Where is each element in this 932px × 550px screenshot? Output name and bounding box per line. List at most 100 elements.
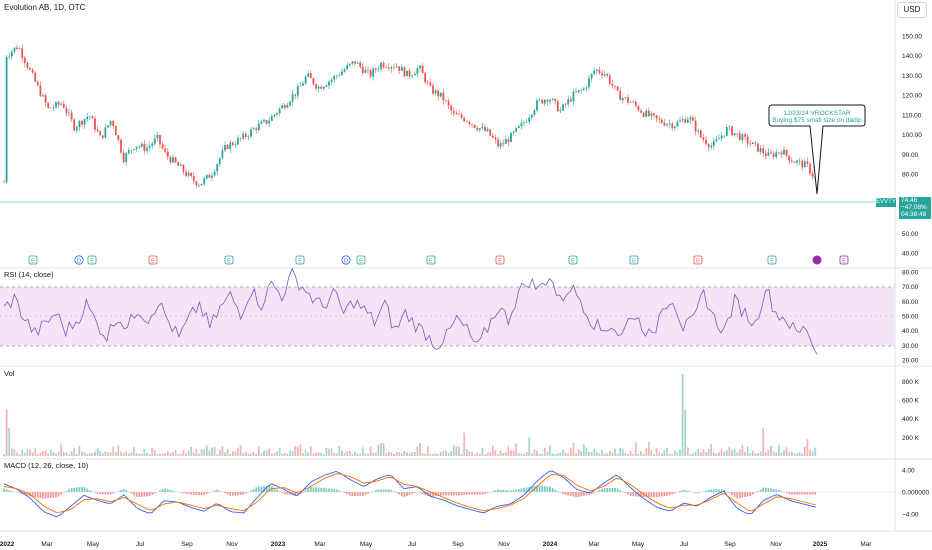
annotation-callout[interactable]: 12/23/24 VROCKSTAR Buying $75 small size… <box>768 104 866 195</box>
macd-histogram-bar <box>226 492 229 495</box>
macd-histogram-bar <box>413 492 416 493</box>
volume-bar <box>213 446 216 456</box>
rsi-tick-label: 60.00 <box>902 299 919 306</box>
candle-body <box>393 66 395 68</box>
candle-body <box>775 152 778 157</box>
volume-bar <box>757 453 759 456</box>
volume-bar <box>273 453 276 456</box>
candle-body <box>538 99 541 101</box>
volume-bar <box>403 450 406 456</box>
candle-body <box>489 129 492 136</box>
macd-histogram-bar <box>278 491 281 492</box>
macd-histogram-bar <box>315 487 317 492</box>
candle-body <box>681 119 684 121</box>
volume-bar <box>351 453 354 456</box>
candle-body <box>153 138 156 144</box>
volume-bar <box>140 453 143 456</box>
volume-bar <box>364 453 367 456</box>
macd-histogram-bar <box>608 488 611 492</box>
macd-histogram-bar <box>52 492 55 498</box>
candle-body <box>159 134 161 145</box>
macd-histogram-bar <box>458 492 460 496</box>
macd-histogram-bar <box>653 492 655 498</box>
candle-body <box>307 73 310 77</box>
macd-histogram-bar <box>476 492 479 495</box>
volume-bar <box>653 454 655 456</box>
volume-bar <box>809 449 811 456</box>
macd-histogram-bar <box>218 490 221 492</box>
volume-bar <box>751 450 754 456</box>
candle-body <box>671 123 674 129</box>
candle-body <box>486 129 489 132</box>
rsi-tick-label: 80.00 <box>902 270 919 277</box>
candle-body <box>803 161 806 168</box>
volume-bar <box>10 448 13 456</box>
volume-bar <box>91 452 94 456</box>
macd-histogram-bar <box>16 492 18 493</box>
currency-selector[interactable]: USD <box>897 2 927 18</box>
volume-bar <box>174 449 177 456</box>
macd-histogram-bar <box>710 489 713 492</box>
candle-body <box>179 164 182 166</box>
macd-histogram-bar <box>559 492 562 493</box>
macd-histogram-bar <box>179 492 182 493</box>
volume-bar <box>195 449 198 456</box>
volume-bar <box>101 453 104 456</box>
macd-histogram-bar <box>530 486 533 492</box>
macd-histogram-bar <box>382 489 385 492</box>
x-tick-label: Jul <box>408 541 417 548</box>
candle-body <box>811 173 814 177</box>
volume-bar <box>226 449 229 456</box>
macd-histogram-bar <box>377 489 380 492</box>
volume-bar <box>307 452 310 456</box>
volume-bar <box>151 447 154 456</box>
candle-body <box>460 114 463 118</box>
volume-bar <box>13 449 16 456</box>
macd-histogram-bar <box>562 492 564 495</box>
candle-body <box>198 185 200 186</box>
x-tick-label: May <box>360 541 373 548</box>
macd-histogram-bar <box>390 489 393 492</box>
macd-histogram-bar <box>138 492 141 498</box>
macd-histogram-bar <box>486 492 489 494</box>
macd-histogram-bar <box>57 492 60 497</box>
macd-histogram-bar <box>460 492 463 496</box>
candle-body <box>595 69 598 71</box>
volume-bar <box>156 454 159 456</box>
candle-body <box>83 119 86 125</box>
candle-body <box>143 143 146 151</box>
candle-body <box>351 61 354 64</box>
volume-bar <box>117 445 120 456</box>
volume-bar <box>588 451 590 456</box>
candle-body <box>70 112 73 120</box>
volume-bar <box>640 451 642 456</box>
earnings-marker <box>148 255 158 265</box>
macd-histogram-bar <box>356 492 359 496</box>
volume-bar <box>86 453 89 456</box>
macd-histogram-bar <box>741 492 744 498</box>
macd-histogram-bar <box>153 492 156 494</box>
volume-bar <box>211 447 213 456</box>
candle-body <box>601 72 603 76</box>
volume-bar <box>741 444 744 456</box>
volume-bar <box>481 447 484 456</box>
volume-bar <box>229 453 232 456</box>
macd-histogram-bar <box>627 492 629 495</box>
macd-histogram-bar <box>260 486 263 492</box>
macd-histogram-bar <box>393 491 395 492</box>
macd-histogram-bar <box>806 492 809 495</box>
candle-body <box>208 174 211 178</box>
candle-body <box>580 90 583 91</box>
macd-histogram-bar <box>603 488 606 492</box>
macd-histogram-bar <box>772 488 775 492</box>
volume-bar <box>554 454 557 456</box>
candle-body <box>798 160 801 162</box>
macd-histogram-bar <box>481 492 484 495</box>
candle-body <box>317 86 320 89</box>
volume-bar <box>718 452 720 456</box>
rsi-tick-label: 30.00 <box>902 343 919 350</box>
macd-histogram-bar <box>387 489 390 492</box>
candle-body <box>655 115 658 119</box>
volume-bar <box>374 452 377 456</box>
